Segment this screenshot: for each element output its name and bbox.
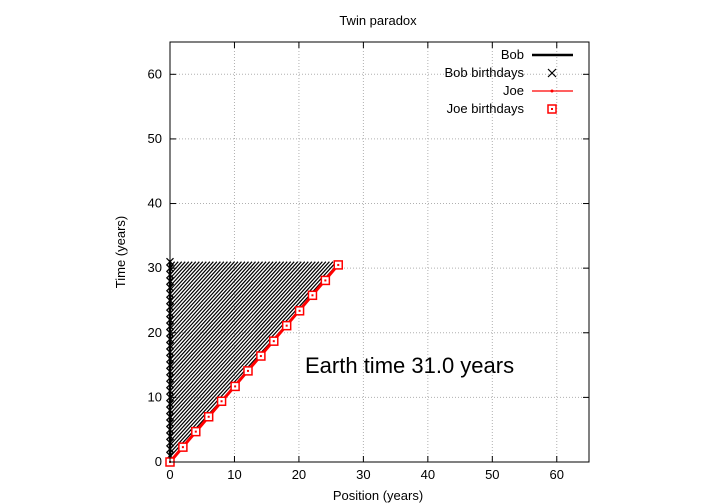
light-signal-line [169, 261, 267, 369]
joe-birthday-marker-center [285, 324, 288, 327]
legend-symbol-x [547, 68, 557, 78]
light-signal-line [169, 261, 239, 338]
joe-birthday-marker-center [298, 309, 301, 312]
y-tick-label: 50 [148, 131, 162, 146]
light-signal-line [169, 261, 242, 341]
light-signal-line [169, 261, 278, 380]
light-signal-line [169, 261, 323, 431]
joe-birthday-marker-center [220, 400, 223, 403]
x-tick-label: 60 [550, 467, 564, 482]
x-tick-label: 20 [292, 467, 306, 482]
light-signal-line [169, 261, 313, 419]
x-tick-label: 50 [485, 467, 499, 482]
joe-birthday-marker-center [181, 446, 184, 449]
light-signal-line [169, 261, 214, 310]
y-tick-label: 10 [148, 389, 162, 404]
light-signal-line [169, 261, 309, 415]
light-signal-line [169, 261, 221, 318]
light-signal-line [169, 261, 302, 407]
legend-symbol-square-center [551, 108, 553, 110]
legend-symbol-joe-point [550, 89, 554, 93]
light-signal-line [169, 261, 271, 372]
light-signal-line [169, 261, 257, 357]
light-signal-line [169, 261, 225, 322]
light-signal-line [169, 261, 295, 400]
x-tick-label: 30 [356, 467, 370, 482]
axis-ticks: 0 10 20 30 40 50 60 0 10 20 30 40 50 60 [148, 42, 589, 482]
light-signal-line [169, 261, 197, 291]
y-tick-label: 30 [148, 260, 162, 275]
light-signal-line [169, 261, 207, 303]
joe-birthday-marker-center [272, 340, 275, 343]
light-signal-line [169, 261, 264, 365]
joe-birthday-marker-center [324, 279, 327, 282]
joe-birthday-marker-center [234, 385, 237, 388]
light-signal-line [169, 261, 200, 295]
legend-label: Bob [501, 47, 524, 62]
legend-label: Joe birthdays [447, 101, 525, 116]
y-tick-label: 20 [148, 325, 162, 340]
light-signal-line [169, 261, 249, 349]
joe-birthday-marker-center [246, 369, 249, 372]
x-axis-label: Position (years) [333, 488, 423, 503]
light-signal-lines [169, 261, 341, 462]
earth-time-annotation: Earth time 31.0 years [305, 353, 514, 378]
joe-birthday-marker-center [259, 355, 262, 358]
legend: Bob Bob birthdays Joe Joe birthdays [445, 47, 573, 116]
light-signal-line [169, 261, 193, 287]
light-signal-line [169, 261, 288, 392]
light-signal-line [169, 261, 327, 434]
y-tick-label: 40 [148, 196, 162, 211]
chart-title: Twin paradox [339, 13, 417, 28]
light-signal-line [169, 261, 186, 279]
light-signal-line [169, 261, 228, 326]
light-signal-line [169, 261, 211, 307]
light-signal-line [169, 261, 330, 438]
light-signal-line [169, 261, 320, 427]
light-signal-line [169, 261, 281, 384]
light-signal-line [169, 261, 274, 376]
y-tick-label: 60 [148, 66, 162, 81]
y-tick-label: 0 [155, 454, 162, 469]
x-tick-label: 40 [421, 467, 435, 482]
light-signal-line [169, 261, 190, 283]
legend-label: Bob birthdays [445, 65, 525, 80]
plot-frame [169, 41, 590, 463]
grid-lines [170, 42, 589, 462]
light-signal-line [169, 261, 218, 314]
light-signal-line [169, 261, 285, 388]
light-signal-line [169, 261, 316, 423]
light-signal-line [169, 261, 232, 330]
light-signal-line [169, 261, 334, 442]
light-signal-line [169, 261, 299, 403]
joe-birthday-marker-center [207, 415, 210, 418]
light-signal-line [169, 261, 235, 334]
light-signal-line [169, 261, 253, 353]
light-signal-line [169, 261, 292, 396]
x-tick-label: 0 [166, 467, 173, 482]
legend-label: Joe [503, 83, 524, 98]
light-signal-line [169, 261, 260, 361]
y-axis-label: Time (years) [113, 216, 128, 288]
joe-birthday-marker-center [337, 263, 340, 266]
light-signal-line [169, 261, 246, 345]
joe-birthday-marker-center [194, 430, 197, 433]
x-tick-label: 10 [227, 467, 241, 482]
light-signal-line [169, 261, 204, 299]
joe-birthday-marker-center [311, 294, 314, 297]
light-signal-line [169, 261, 306, 411]
